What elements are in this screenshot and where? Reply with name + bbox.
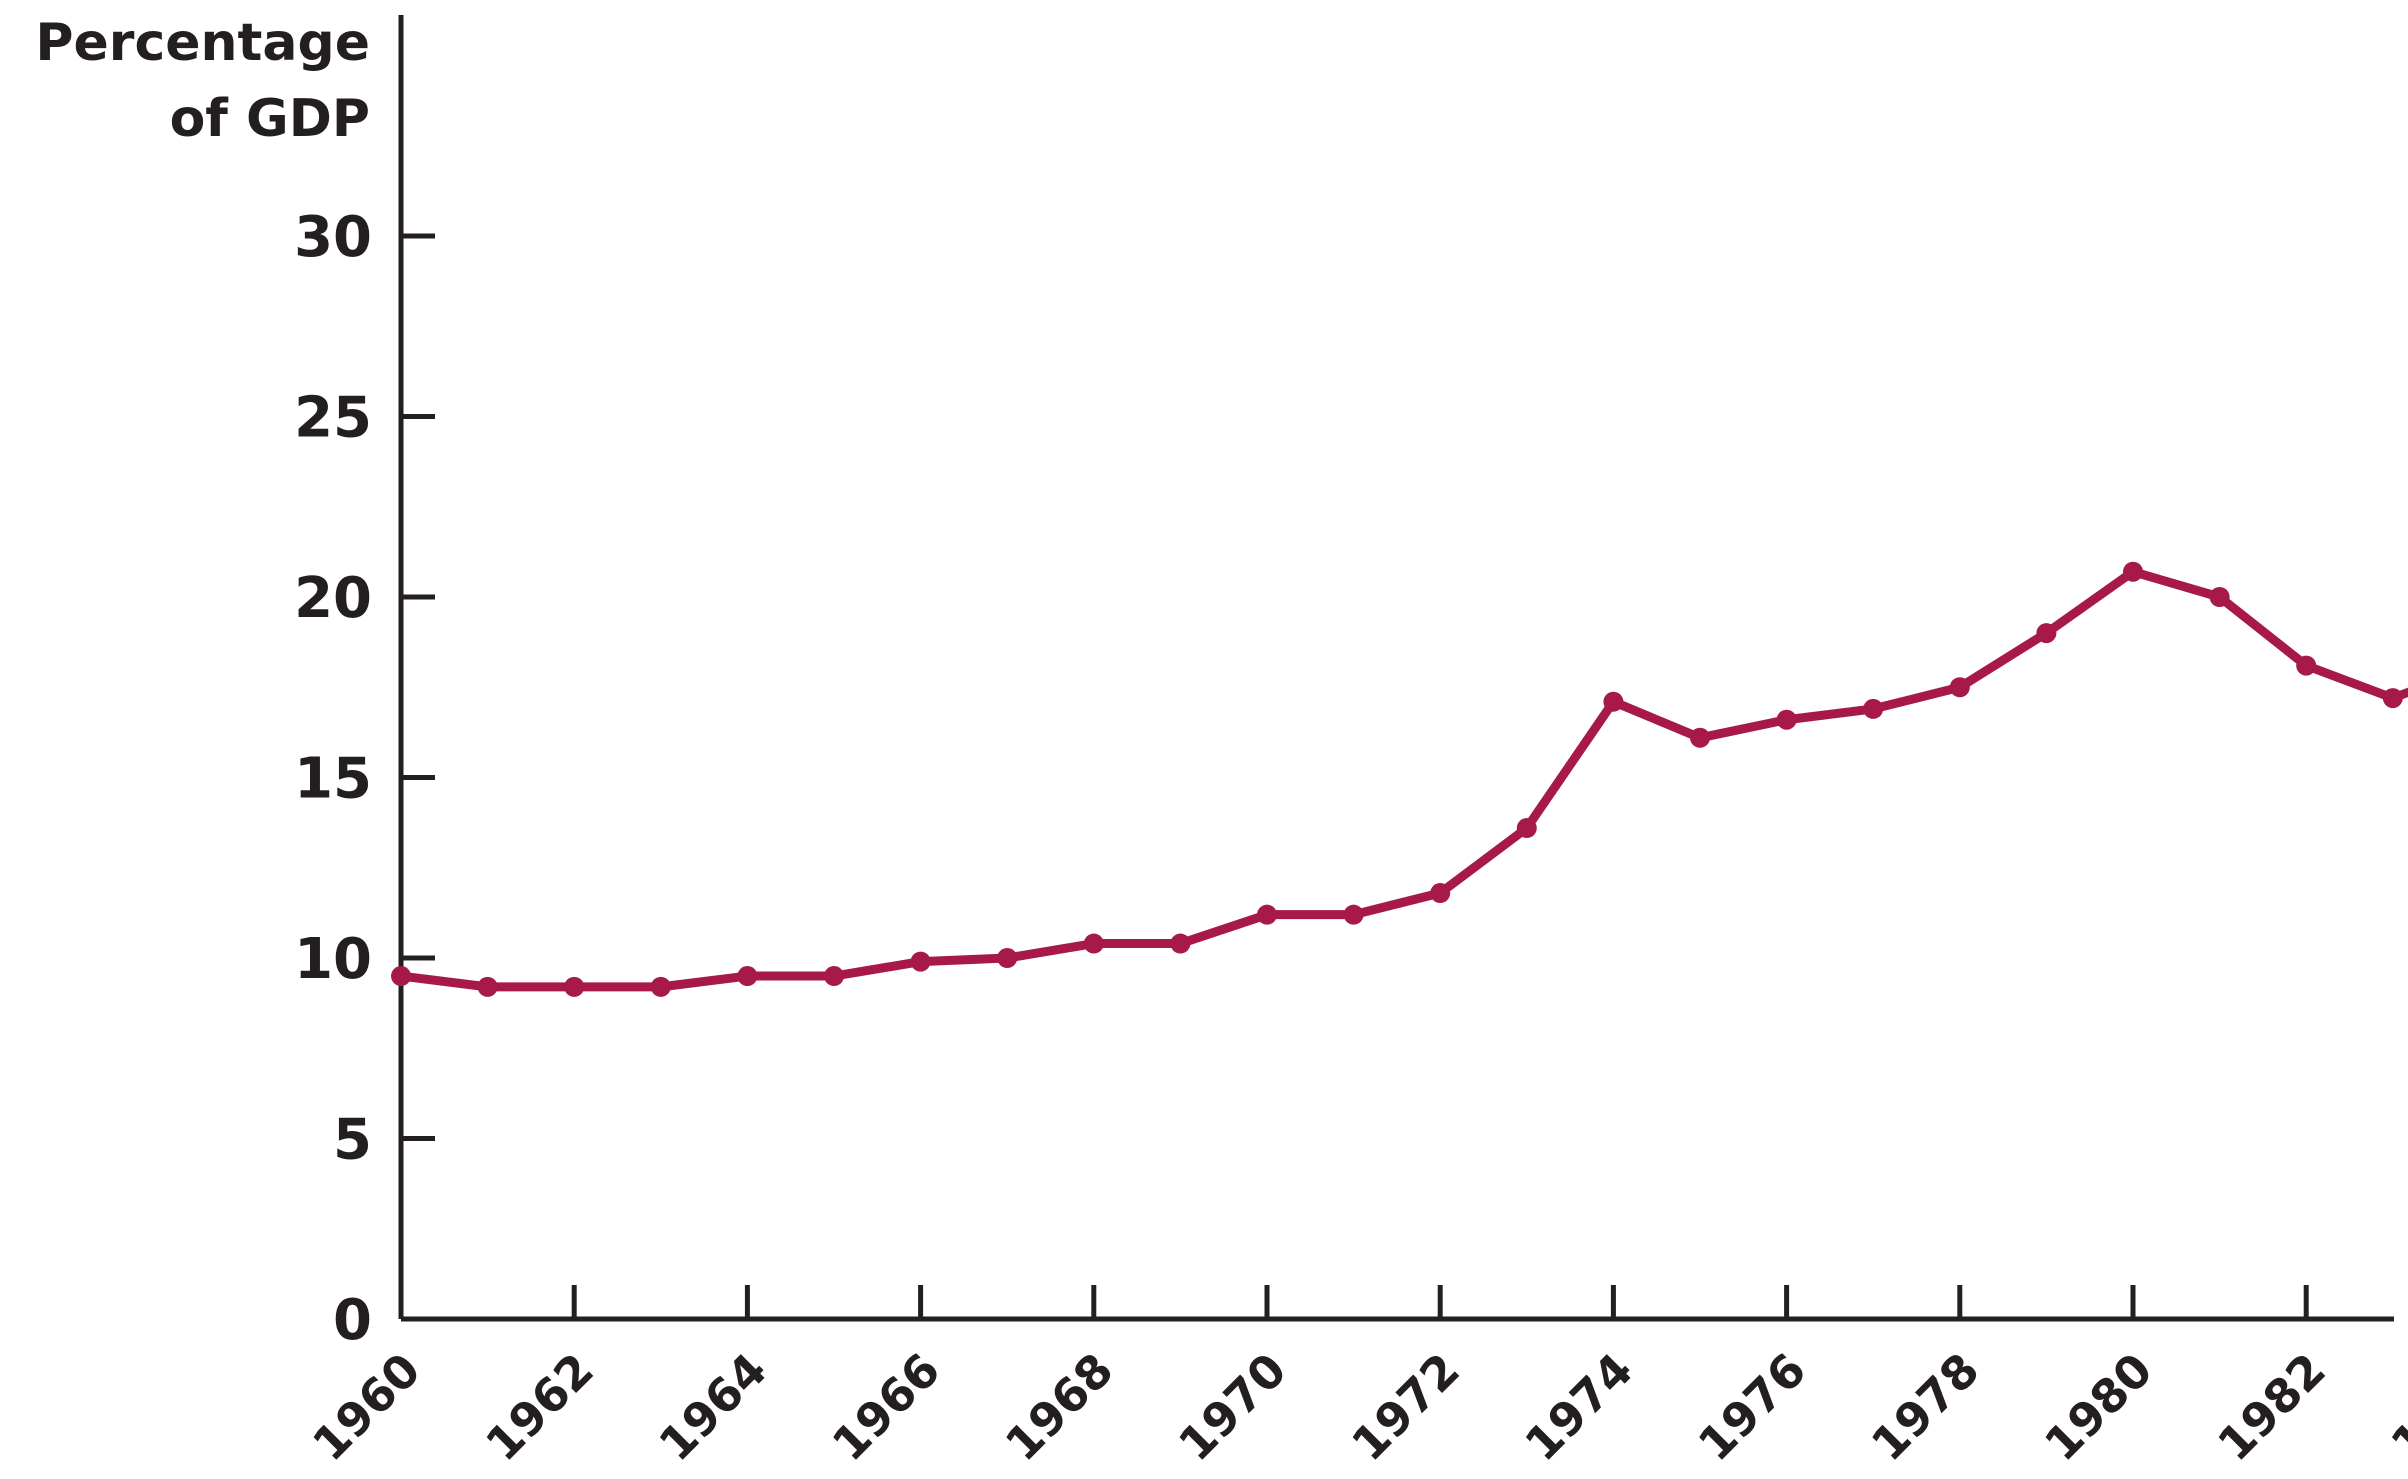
data-point (1430, 883, 1451, 904)
y-tick-label: 5 (333, 1108, 372, 1173)
data-point (1083, 933, 1104, 954)
data-point (477, 976, 498, 997)
data-point (1776, 709, 1797, 730)
data-point (1863, 698, 1884, 719)
x-tick-label: 1972 (1341, 1343, 1470, 1472)
data-point (2036, 623, 2057, 644)
x-tick-label: 1964 (648, 1343, 777, 1472)
y-axis-ticks: 0 5 10 15 20 25 30 (294, 205, 435, 1353)
x-tick-label: 1966 (822, 1343, 951, 1472)
y-tick-label: 10 (294, 927, 372, 992)
data-point (2296, 655, 2317, 676)
y-axis-title-line-1: Percentage (35, 13, 370, 73)
y-axis-title-line-2: of GDP (170, 89, 370, 149)
data-point (737, 966, 758, 987)
data-point (1516, 818, 1537, 839)
x-tick-label: 1982 (2207, 1343, 2336, 1472)
x-tick-label: 1976 (1688, 1343, 1817, 1472)
series-line (396, 567, 2408, 992)
y-tick-label: 30 (294, 205, 372, 270)
plot-area (391, 561, 2408, 997)
data-point (824, 966, 844, 987)
data-point (1603, 691, 1624, 712)
x-axis-ticks: 1960 1962 1964 1966 1968 1970 1972 1974 1976 1978… (302, 1285, 2408, 1471)
x-tick-label: 1970 (1168, 1343, 1297, 1472)
data-point (910, 951, 931, 972)
data-point (1257, 904, 1277, 925)
y-tick-label: 15 (294, 747, 372, 812)
data-point (564, 976, 585, 997)
data-point (1343, 904, 1364, 925)
x-tick-label: 1968 (995, 1343, 1124, 1472)
data-point (2382, 688, 2403, 709)
y-tick-label: 20 (294, 566, 372, 631)
x-tick-label: 1962 (475, 1343, 604, 1472)
y-tick-label: 25 (294, 386, 372, 451)
data-point (1949, 677, 1970, 698)
data-point (1690, 727, 1710, 748)
y-tick-label: 0 (333, 1288, 372, 1353)
x-tick-label: 1978 (1861, 1343, 1990, 1472)
x-tick-label: 1960 (302, 1343, 431, 1472)
data-point (2123, 561, 2143, 582)
data-point (1170, 933, 1191, 954)
data-point (391, 966, 411, 987)
x-tick-label: 1980 (2034, 1343, 2163, 1472)
axes (398, 15, 2394, 1322)
data-point (997, 948, 1018, 968)
x-tick-label: 1974 (1514, 1343, 1643, 1472)
y-axis-title: Percentage of GDP (35, 13, 370, 149)
data-point (2209, 587, 2230, 607)
data-point (650, 976, 671, 997)
x-tick-label: 1984 (2380, 1343, 2408, 1472)
